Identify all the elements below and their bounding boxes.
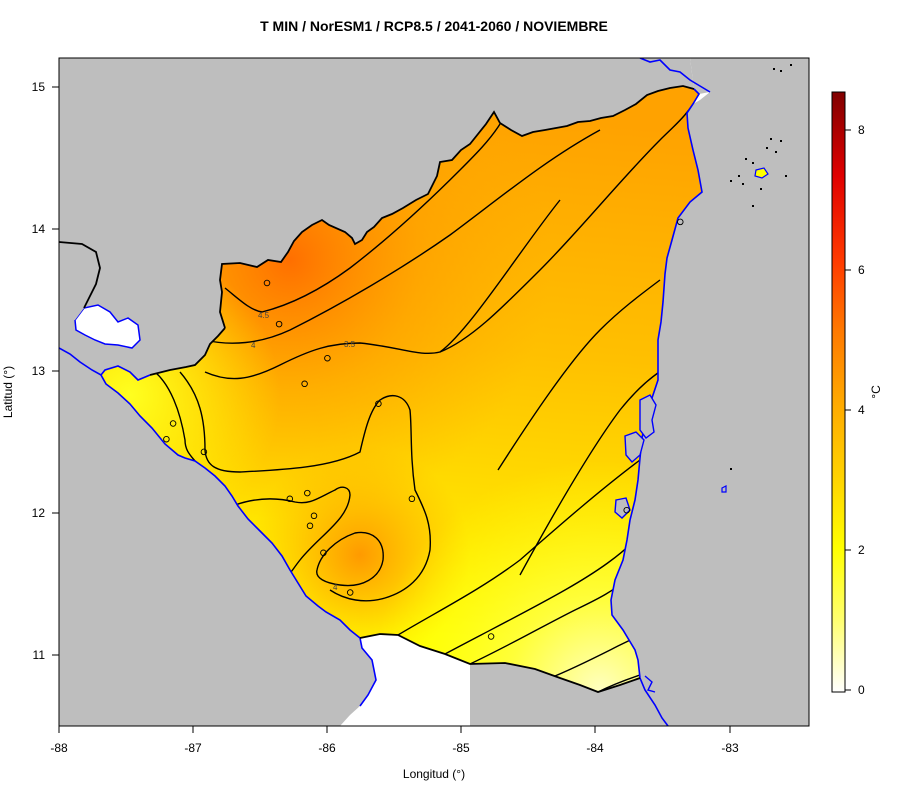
station-marker <box>408 495 416 503</box>
station-marker <box>346 589 354 596</box>
colorbar-tick-label: 0 <box>858 683 865 697</box>
station-marker <box>623 506 630 514</box>
station-marker <box>169 420 177 427</box>
colorbar-tick-label: 8 <box>858 123 865 137</box>
x-axis-label: Longitud (°) <box>403 767 465 781</box>
colorbar-gradient <box>831 91 846 693</box>
station-marker <box>275 320 283 328</box>
pacific-coastline <box>100 374 377 707</box>
san-juan-mouth <box>644 675 656 693</box>
station-marker <box>304 489 311 497</box>
contour-label-4-south: 4 <box>333 583 338 592</box>
y-axis-label: Latitud (°) <box>1 366 15 418</box>
x-tick-label: -87 <box>184 741 202 755</box>
station-marker <box>310 512 318 520</box>
x-axis: -88 -87 -86 -85 -84 -83 Longitud (°) <box>50 725 739 781</box>
cays <box>730 64 792 470</box>
x-tick-label: -83 <box>721 741 739 755</box>
honduras-elsalvador-border <box>59 241 101 309</box>
x-tick-label: -85 <box>452 741 470 755</box>
colorbar-tick-label: 6 <box>858 263 865 277</box>
station-marker <box>375 400 382 407</box>
contour-label-3-5: 3.5 <box>344 340 356 349</box>
station-marker <box>163 435 170 443</box>
island <box>754 167 769 179</box>
y-tick-label: 13 <box>32 364 46 378</box>
station-marker <box>301 380 308 388</box>
costa-rica-border <box>359 633 641 693</box>
land-costa-rica <box>470 663 668 726</box>
land-honduras <box>59 58 694 380</box>
colorbar-tick-label: 2 <box>858 543 865 557</box>
honduras-border <box>219 85 695 329</box>
contour-lines <box>154 93 700 692</box>
bluefields-lagoon <box>624 431 645 463</box>
x-tick-label: -88 <box>50 741 68 755</box>
north-coastline <box>639 58 711 93</box>
station-marker <box>306 522 314 530</box>
y-tick-label: 12 <box>32 506 46 520</box>
contour-label-4-5: 4.5 <box>258 311 270 320</box>
station-marker <box>200 448 208 456</box>
station-marker <box>487 633 495 640</box>
y-tick-label: 11 <box>33 648 46 662</box>
y-axis: 11 12 13 14 15 Latitud (°) <box>1 80 60 662</box>
station-marker <box>677 218 684 226</box>
corn-island <box>721 485 727 493</box>
y-tick-label: 14 <box>32 222 46 236</box>
colorbar-unit-label: °C <box>869 385 883 399</box>
station-markers <box>163 218 684 640</box>
x-tick-label: -84 <box>586 741 604 755</box>
fonseca-coastline <box>59 347 151 381</box>
pearl-lagoon <box>639 394 657 439</box>
land-pacific-sw <box>59 348 376 726</box>
land-caribbean-east <box>611 58 809 726</box>
station-marker <box>263 279 271 287</box>
station-marker <box>286 495 294 503</box>
colorbar: 0 2 4 6 8 °C <box>831 91 883 697</box>
colorbar-tick-label: 4 <box>858 403 865 417</box>
y-tick-label: 15 <box>32 80 46 94</box>
map-title: T MIN / NorESM1 / RCP8.5 / 2041-2060 / N… <box>260 18 608 34</box>
land-el-salvador <box>59 240 100 322</box>
gulf-of-fonseca <box>74 304 141 349</box>
station-marker <box>320 549 327 557</box>
x-tick-label: -86 <box>318 741 336 755</box>
station-marker <box>324 354 331 362</box>
contour-label-4-north: 4 <box>251 341 256 350</box>
honduras-border-west <box>149 327 226 376</box>
